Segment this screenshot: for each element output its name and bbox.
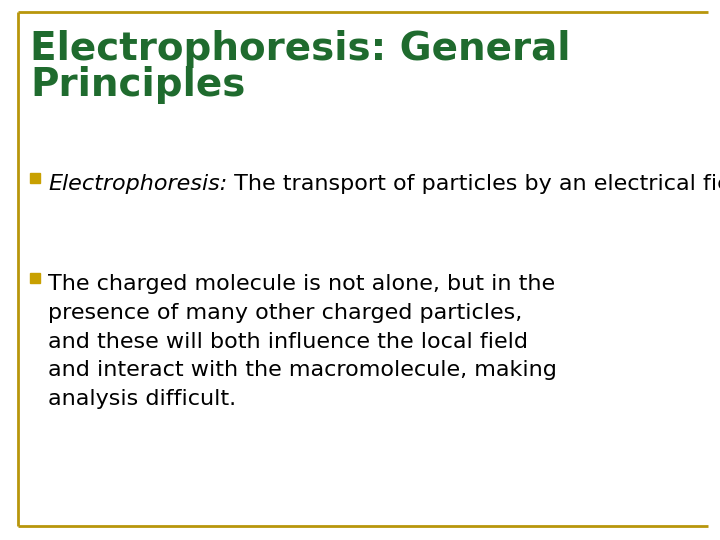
Text: The charged molecule is not alone, but in the
presence of many other charged par: The charged molecule is not alone, but i… bbox=[48, 274, 557, 409]
Text: Electrophoresis: General: Electrophoresis: General bbox=[30, 30, 570, 68]
Text: The transport of particles by an electrical field.: The transport of particles by an electri… bbox=[228, 174, 720, 194]
Bar bbox=[30, 173, 40, 183]
Bar bbox=[30, 273, 40, 283]
Text: Electrophoresis:: Electrophoresis: bbox=[48, 174, 228, 194]
Text: Principles: Principles bbox=[30, 66, 246, 104]
